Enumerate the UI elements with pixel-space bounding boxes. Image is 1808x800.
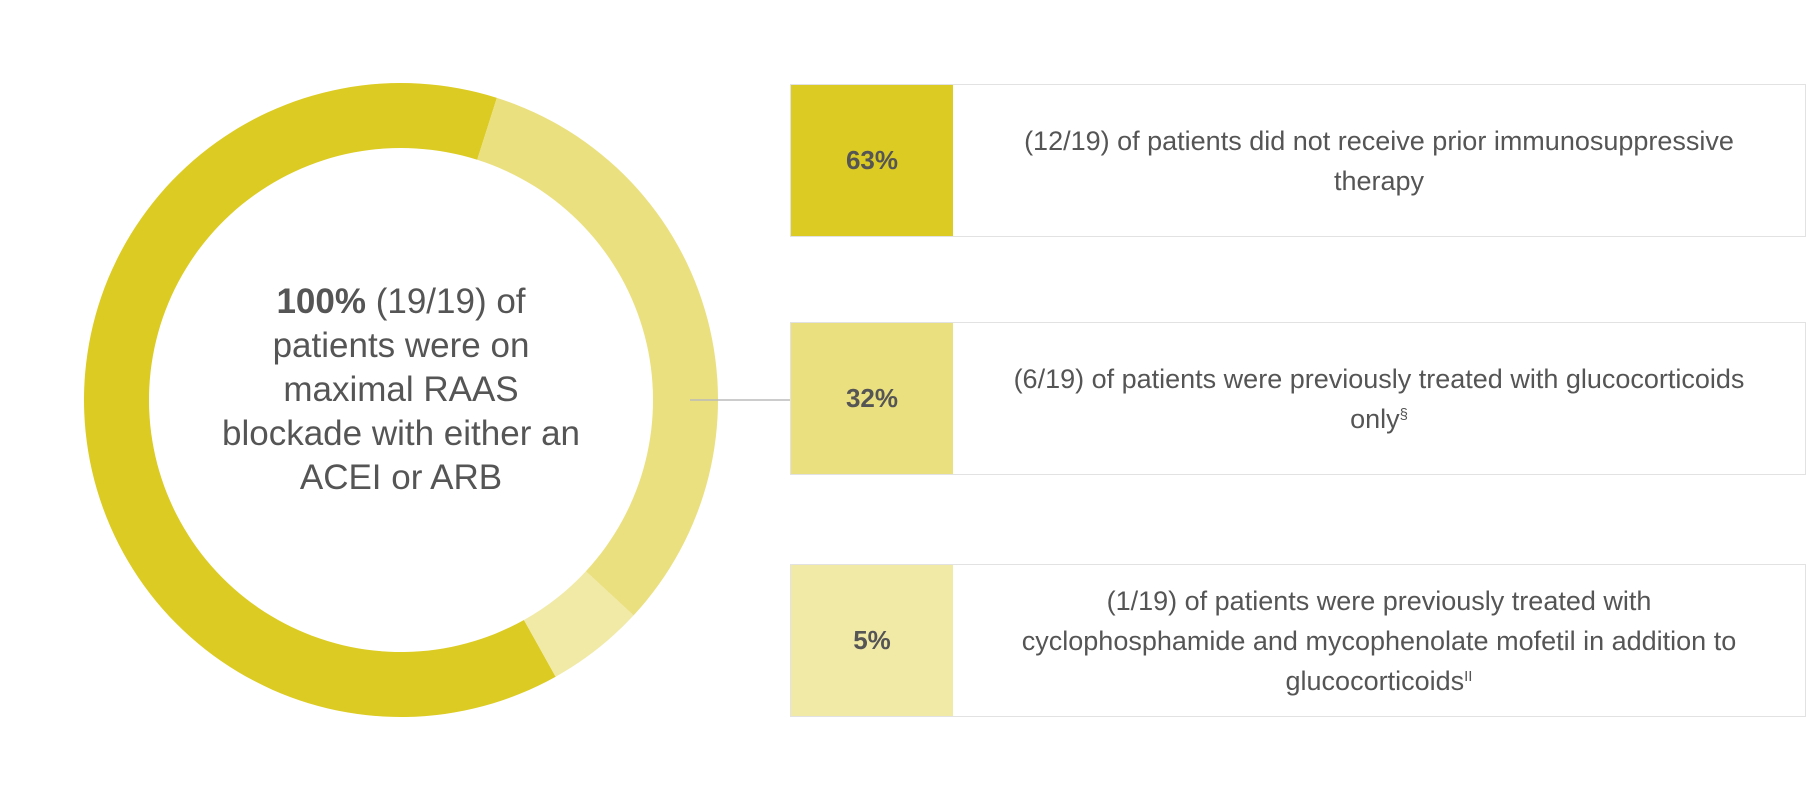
value-label: 63%: [791, 85, 953, 236]
card-text-wrap: (12/19) of patients did not receive prio…: [993, 121, 1765, 201]
value-label: 5%: [791, 565, 953, 716]
category-label: (1/19) of patients were previously treat…: [1021, 585, 1737, 696]
card-text: (6/19) of patients were previously treat…: [953, 323, 1805, 474]
legend-card: 5% (1/19) of patients were previously tre…: [790, 564, 1806, 717]
category-label: (6/19) of patients were previously treat…: [1013, 363, 1745, 434]
legend-card: 32% (6/19) of patients were previously tr…: [790, 322, 1806, 475]
card-text: (1/19) of patients were previously treat…: [953, 565, 1805, 716]
donut-segment: [477, 97, 718, 616]
total-label: 100%: [276, 282, 366, 321]
card-text: (12/19) of patients did not receive prio…: [953, 85, 1805, 236]
card-text-wrap: (1/19) of patients were previously treat…: [993, 581, 1765, 701]
footnote-mark: §: [1399, 405, 1408, 423]
value-label: 32%: [791, 323, 953, 474]
legend-card: 63% (12/19) of patients did not receive p…: [790, 84, 1806, 237]
category-label: (12/19) of patients did not receive prio…: [1024, 125, 1734, 196]
card-text-wrap: (6/19) of patients were previously treat…: [993, 359, 1765, 439]
center-label: 100% (19/19) of patients were on maximal…: [221, 280, 581, 500]
donut-segment: [523, 571, 634, 677]
footnote-mark: II: [1464, 667, 1473, 685]
donut-segment: [84, 82, 556, 717]
center-text: (19/19) of patients were on maximal RAAS…: [222, 282, 580, 497]
